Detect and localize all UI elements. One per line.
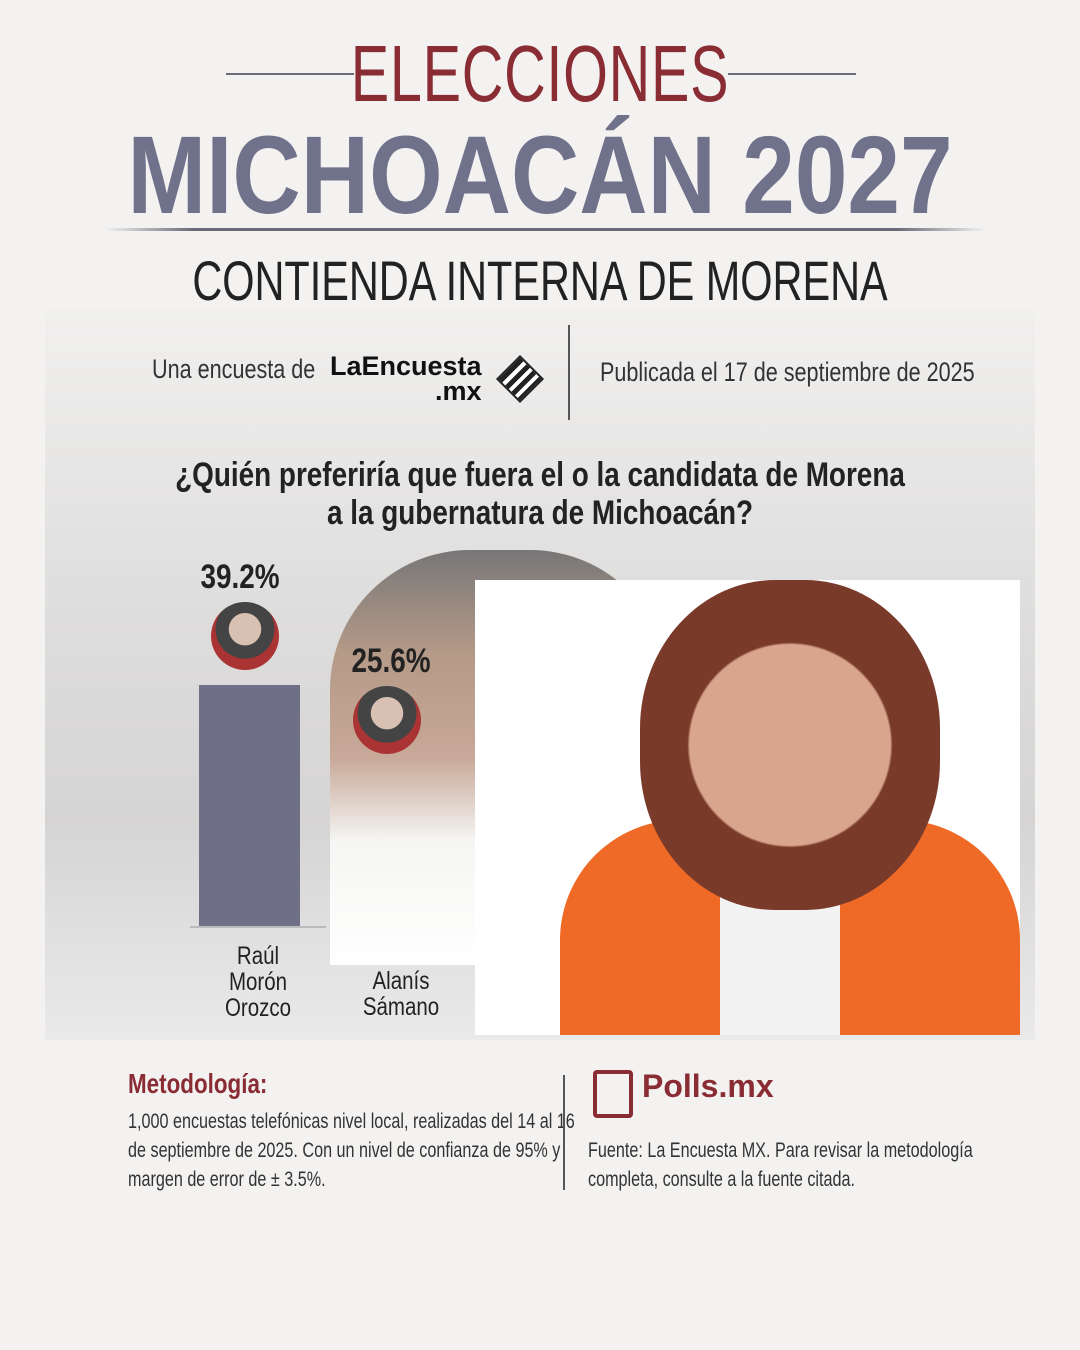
question: ¿Quién preferiría que fuera el o la cand… (97, 456, 983, 532)
source-intro: Una encuesta de (152, 354, 316, 384)
kicker: ELECCIONES (350, 29, 730, 118)
credit-line: completa, consulte a la fuente citada. (588, 1168, 855, 1191)
title-rule-right (728, 73, 856, 75)
title-divider (105, 228, 985, 231)
methodology-text: 1,000 encuestas telefónicas nivel local,… (128, 1107, 575, 1194)
category-label-raul-moron: Raúl Morón Orozco (197, 943, 320, 1021)
title-rule-left (226, 73, 354, 75)
credit-text: Fuente: La Encuesta MX. Para revisar la … (588, 1136, 973, 1194)
category-label-alanis-samano: Alanís Sámano (340, 968, 463, 1020)
methodology-heading: Metodología: (128, 1068, 268, 1099)
laencuesta-logo: LaEncuesta .mx (330, 351, 482, 406)
question-line-2: a la gubernatura de Michoacán? (326, 494, 754, 532)
avatar-raul-moron (211, 602, 279, 670)
credit-line: Fuente: La Encuesta MX. Para revisar la … (588, 1139, 973, 1162)
divider (568, 325, 570, 420)
avatar-alanis-samano (353, 685, 421, 754)
data-label-alanis-samano: 25.6% (351, 641, 431, 680)
category-label-line: Morón (228, 968, 288, 996)
photo-alanis-face (640, 580, 940, 910)
methodology-line: 1,000 encuestas telefónicas nivel local,… (128, 1110, 575, 1133)
bar-raul-moron (199, 685, 300, 926)
polls-logo-icon (593, 1070, 633, 1118)
methodology-line: margen de error de ± 3.5%. (128, 1168, 326, 1191)
category-label-line: Orozco (224, 994, 292, 1022)
methodology-line: de septiembre de 2025. Con un nivel de c… (128, 1139, 561, 1162)
laencuesta-logo-text: LaEncuesta (330, 351, 482, 381)
category-label-line: Alanís (372, 967, 430, 995)
page-title: MICHOACÁN 2027 (127, 114, 953, 237)
polls-logo: Polls.mx (642, 1068, 774, 1104)
page-subtitle: CONTIENDA INTERNA DE MORENA (192, 249, 888, 312)
laencuesta-logo-sub: .mx (435, 376, 482, 406)
category-label-line: Sámano (362, 993, 440, 1021)
chart-baseline (190, 926, 326, 928)
footer-divider (563, 1075, 565, 1190)
category-label-line: Raúl (236, 942, 280, 970)
question-line-1: ¿Quién preferiría que fuera el o la cand… (175, 456, 905, 494)
published-date: Publicada el 17 de septiembre de 2025 (600, 357, 975, 387)
data-label-raul-moron: 39.2% (200, 558, 280, 596)
